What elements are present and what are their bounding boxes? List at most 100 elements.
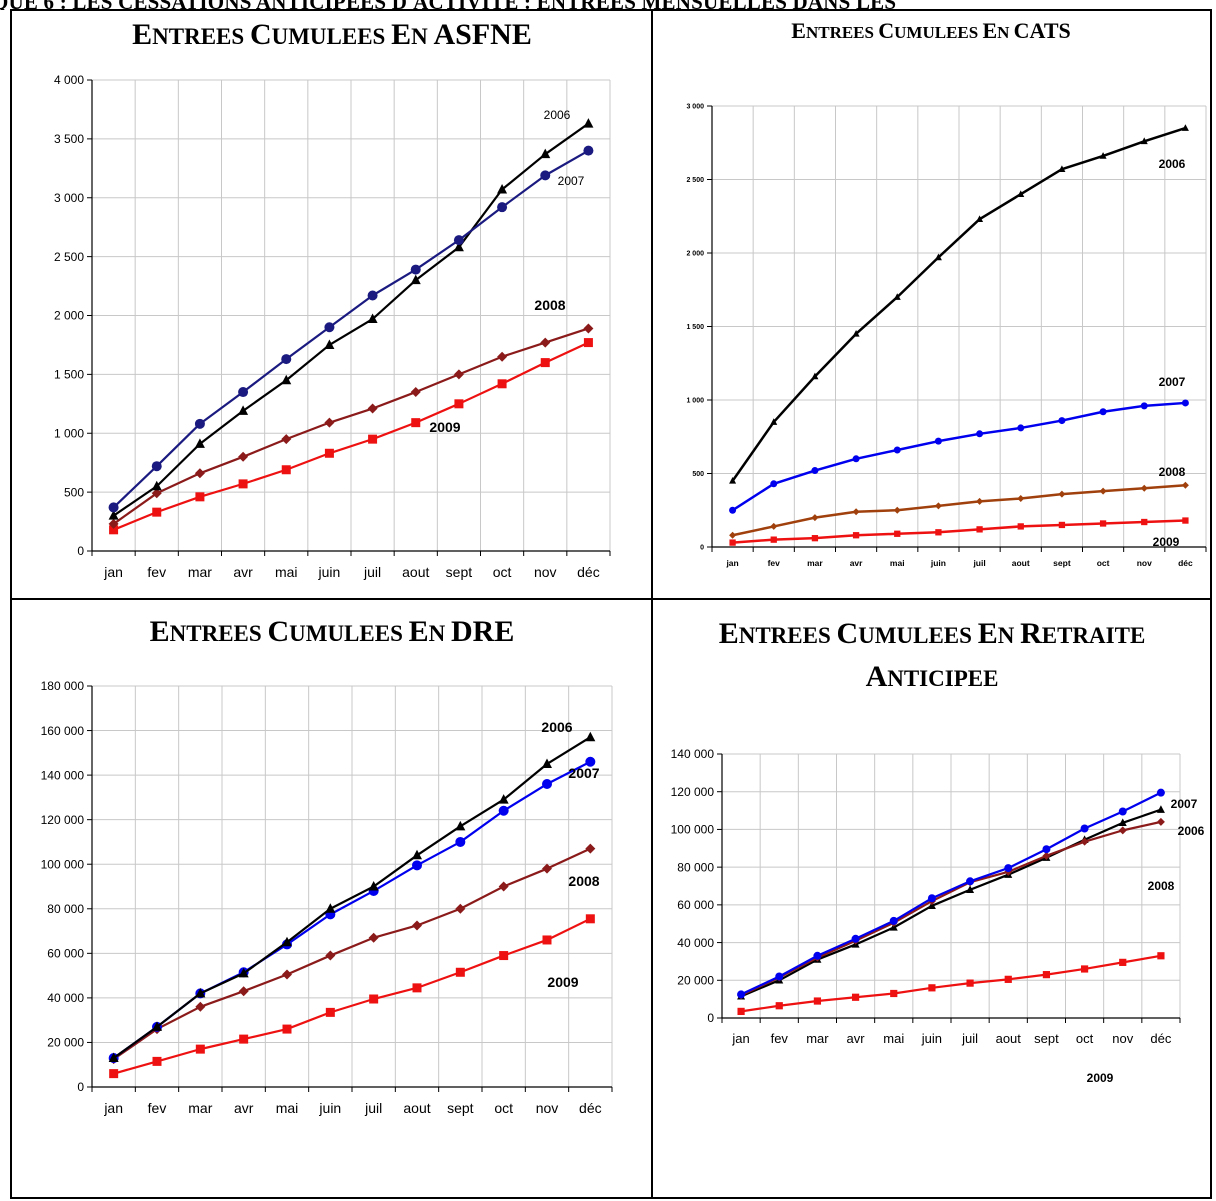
xtick-label: juin [318, 564, 341, 580]
data-point [499, 951, 509, 961]
data-point [935, 529, 942, 536]
xtick-label: fev [147, 564, 166, 580]
data-point [770, 536, 777, 543]
xtick-label: oct [1097, 558, 1110, 568]
series-label-2007: 2007 [1159, 375, 1186, 389]
xtick-label: fev [148, 1100, 167, 1116]
data-point [1004, 864, 1013, 873]
data-point [1099, 520, 1107, 527]
data-point [893, 506, 901, 514]
xtick-label: mai [890, 558, 905, 568]
data-point [238, 405, 249, 415]
xtick-label: mar [806, 1031, 829, 1046]
series-label-2007: 2007 [558, 174, 585, 188]
series-2009: 2009 [737, 952, 1165, 1085]
ytick-label: 500 [692, 471, 704, 478]
xtick-label: juil [961, 1031, 978, 1046]
data-point [1140, 402, 1148, 410]
data-point [453, 369, 464, 380]
data-point [966, 885, 975, 893]
data-point [775, 1002, 783, 1010]
data-point [1099, 408, 1107, 416]
xtick-label: fev [771, 1031, 789, 1046]
series-2006: 2006 [108, 719, 596, 1063]
xtick-label: jan [103, 564, 123, 580]
xtick-label: avr [850, 558, 863, 568]
chart-grid-table [10, 9, 1212, 1199]
data-point [325, 1007, 335, 1017]
series-line-2007 [112, 149, 589, 509]
data-point [108, 502, 119, 513]
xtick-label: jan [103, 1100, 123, 1116]
data-point [151, 461, 162, 472]
data-point [152, 1056, 162, 1066]
data-point [811, 467, 819, 475]
ytick-label: 1 000 [54, 426, 84, 440]
data-point [498, 805, 509, 816]
series-2009: 2009 [109, 914, 595, 1079]
series-line-2006 [731, 126, 1186, 482]
data-point [194, 438, 205, 448]
data-point [1042, 971, 1051, 979]
data-point [282, 969, 292, 980]
ytick-label: 60 000 [47, 947, 84, 961]
xtick-label: nov [534, 564, 557, 580]
series-2008: 2008 [108, 843, 600, 1065]
xtick-label: nov [1137, 558, 1152, 568]
data-point [770, 418, 778, 425]
data-point [1099, 152, 1107, 159]
ytick-label: 40 000 [677, 936, 714, 950]
series-2007: 2007 [108, 145, 594, 513]
data-point [976, 497, 984, 505]
ytick-label: 140 000 [41, 768, 85, 782]
data-point [1119, 958, 1127, 966]
data-point [1140, 137, 1148, 145]
xtick-label: avr [234, 1100, 254, 1116]
data-point [411, 418, 421, 428]
xtick-label: oct [1076, 1031, 1094, 1046]
ytick-label: 0 [77, 1080, 84, 1094]
data-point [325, 950, 336, 961]
xtick-label: aout [996, 1031, 1022, 1046]
data-point [281, 465, 291, 475]
series-line-2006 [112, 122, 590, 517]
xtick-label: aout [402, 564, 429, 580]
data-point [1156, 805, 1165, 813]
ytick-label: 500 [64, 485, 84, 499]
series-2006: 2006 [729, 124, 1189, 484]
series-label-2006: 2006 [1178, 824, 1205, 838]
data-point [151, 480, 162, 491]
data-point [497, 379, 507, 389]
series-2009: 2009 [109, 338, 593, 535]
ytick-label: 120 000 [41, 813, 85, 827]
data-point [540, 337, 551, 348]
data-point [890, 989, 898, 998]
ytick-label: 80 000 [47, 902, 84, 916]
data-point [1181, 124, 1189, 131]
series-label-2006: 2006 [544, 108, 571, 122]
data-point [1058, 417, 1066, 425]
data-point [453, 241, 464, 252]
data-point [927, 894, 936, 903]
data-point [152, 507, 162, 517]
data-point [194, 468, 205, 479]
data-point [583, 145, 594, 156]
data-point [770, 522, 778, 530]
series-2008: 2008 [108, 297, 594, 529]
xtick-label: mai [276, 1100, 299, 1116]
ytick-label: 180 000 [41, 679, 85, 693]
chart-title-retraite-line2: ANTICIPEE [866, 660, 999, 693]
xtick-label: nov [1112, 1031, 1133, 1046]
data-point [1099, 487, 1107, 495]
series-line-2009 [732, 519, 1186, 544]
chart-title-cats: ENTREES CUMULEES EN CATS [791, 18, 1070, 43]
data-point [811, 514, 819, 522]
series-2008: 2008 [729, 465, 1189, 539]
data-point [455, 836, 466, 847]
xtick-label: oct [493, 564, 512, 580]
xtick-label: avr [847, 1031, 866, 1046]
data-point [851, 934, 860, 943]
data-point [851, 993, 860, 1001]
data-point [195, 987, 206, 998]
xtick-label: déc [577, 564, 600, 580]
